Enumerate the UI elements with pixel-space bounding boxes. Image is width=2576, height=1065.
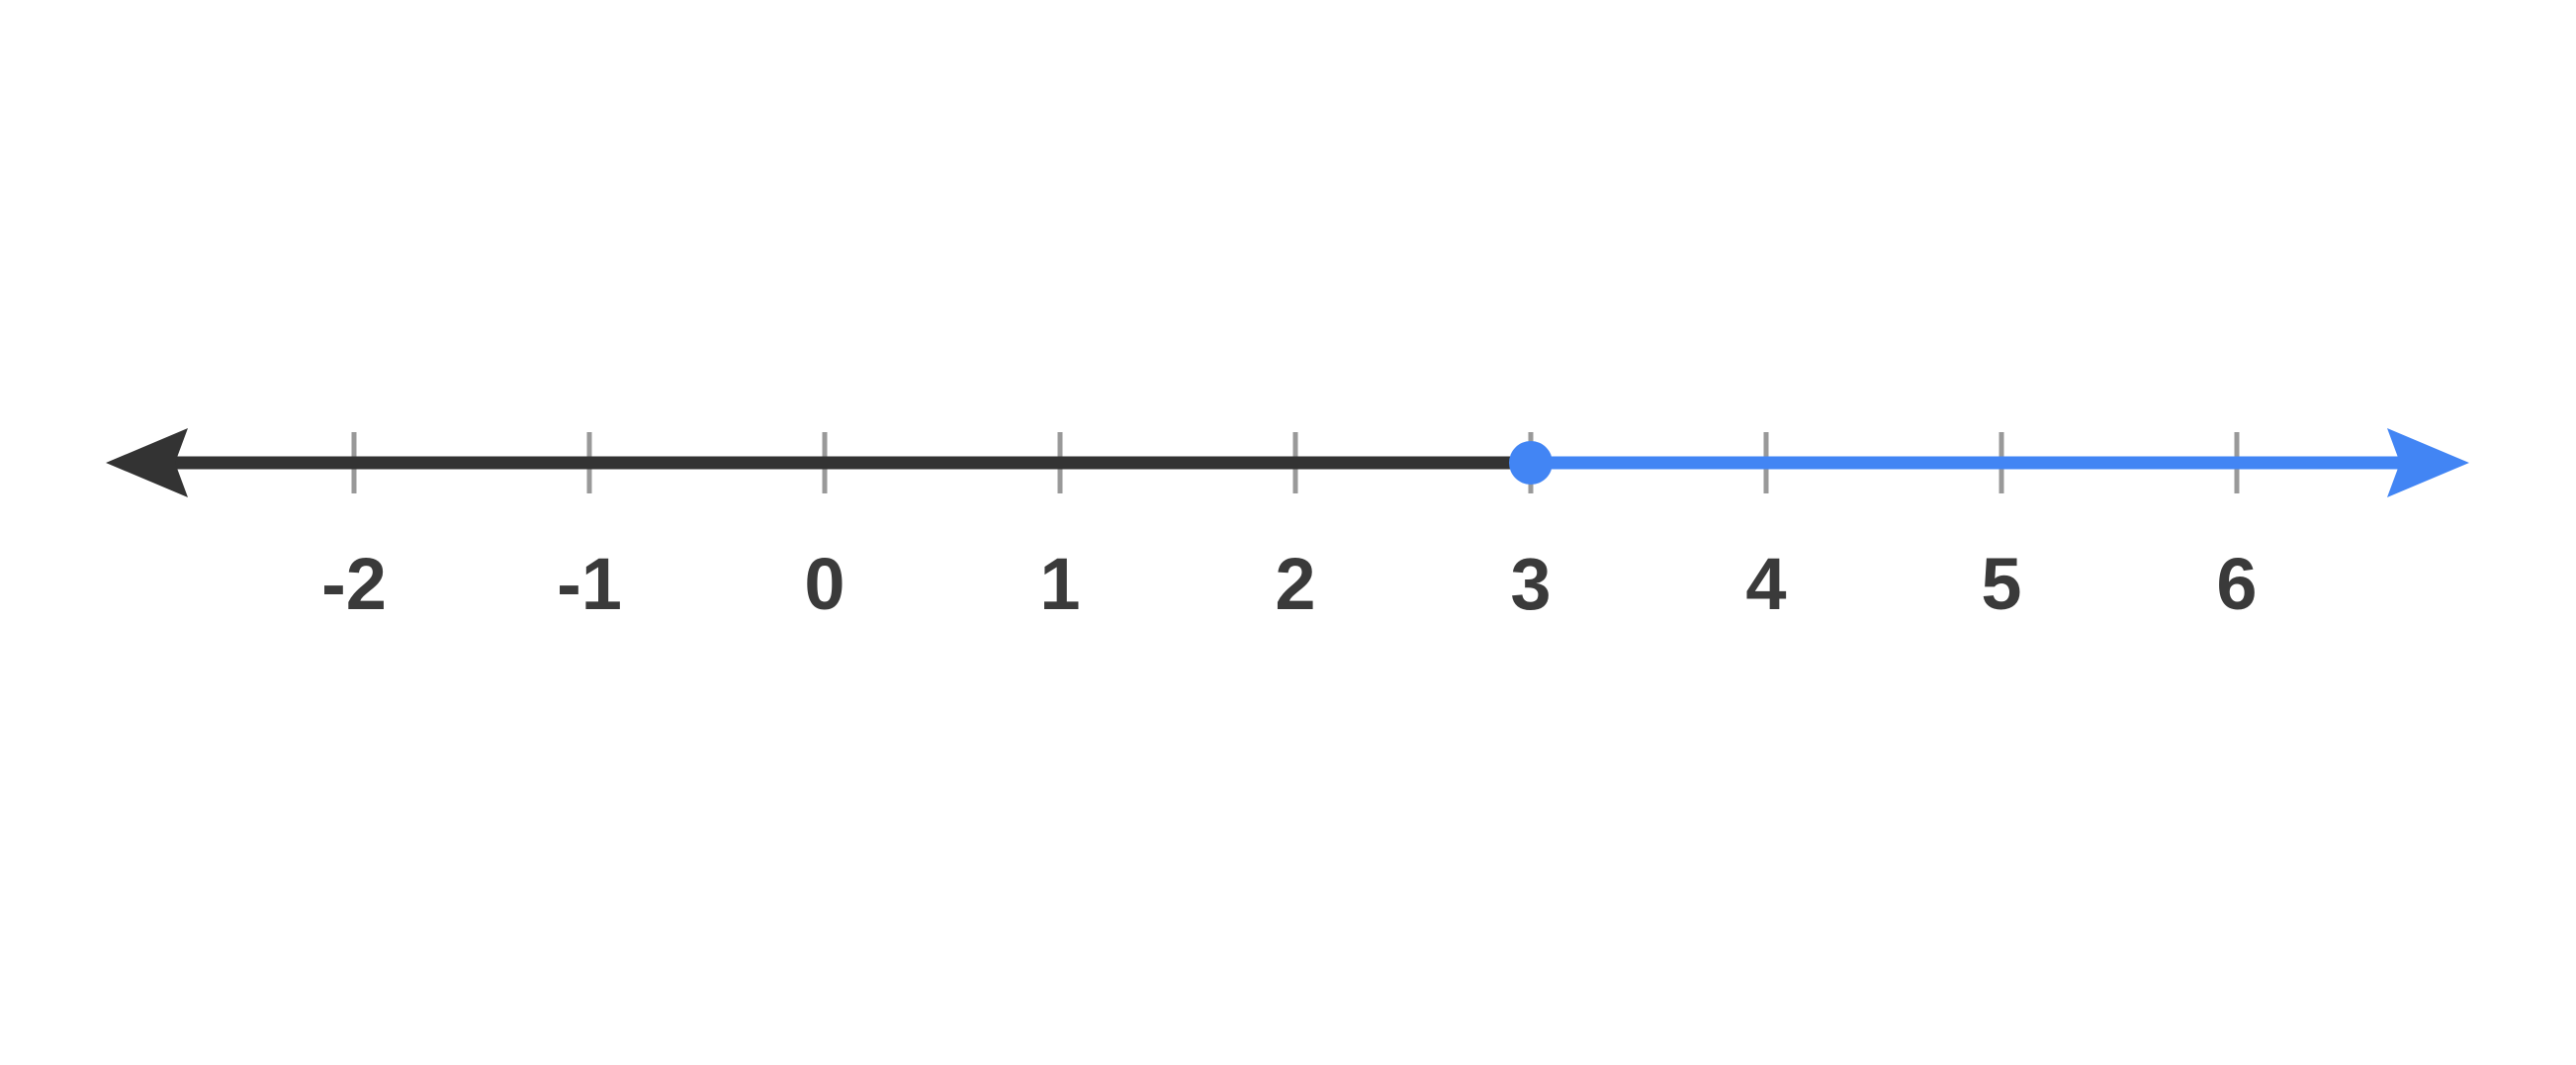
tick-label--2: -2 (321, 543, 387, 625)
right-arrow-icon (2387, 428, 2469, 497)
tick-label-6: 6 (2216, 543, 2257, 625)
tick-label-5: 5 (1981, 543, 2021, 625)
tick-label-0: 0 (804, 543, 844, 625)
point-marker[interactable] (1509, 441, 1553, 485)
tick-label-2: 2 (1275, 543, 1315, 625)
tick-label--1: -1 (557, 543, 622, 625)
tick-label-1: 1 (1039, 543, 1080, 625)
tick-label-3: 3 (1510, 543, 1551, 625)
tick-label-4: 4 (1745, 543, 1786, 625)
left-arrow-icon (106, 428, 188, 497)
